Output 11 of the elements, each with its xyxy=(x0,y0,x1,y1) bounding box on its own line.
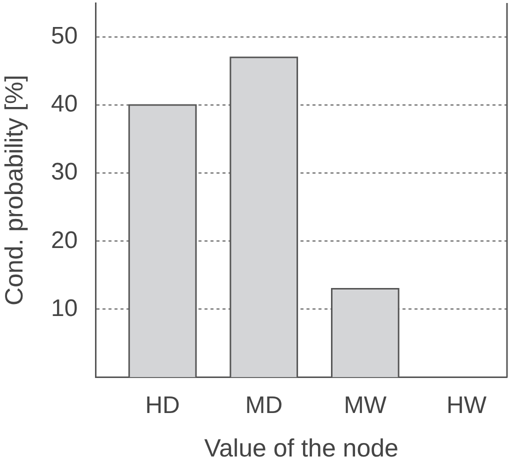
y-axis-title: Cond. probability [%] xyxy=(0,74,28,306)
y-tick-label: 30 xyxy=(50,158,78,186)
y-tick-label: 10 xyxy=(50,294,78,322)
y-tick-label: 40 xyxy=(50,90,78,118)
y-tick-label: 50 xyxy=(50,22,78,50)
y-tick-label: 20 xyxy=(50,226,78,254)
x-tick-label: HW xyxy=(446,392,487,420)
x-tick-label: HD xyxy=(145,392,180,420)
x-axis-title: Value of the node xyxy=(204,434,398,462)
x-tick-label: MD xyxy=(245,392,283,420)
x-tick-label: MW xyxy=(344,392,387,420)
